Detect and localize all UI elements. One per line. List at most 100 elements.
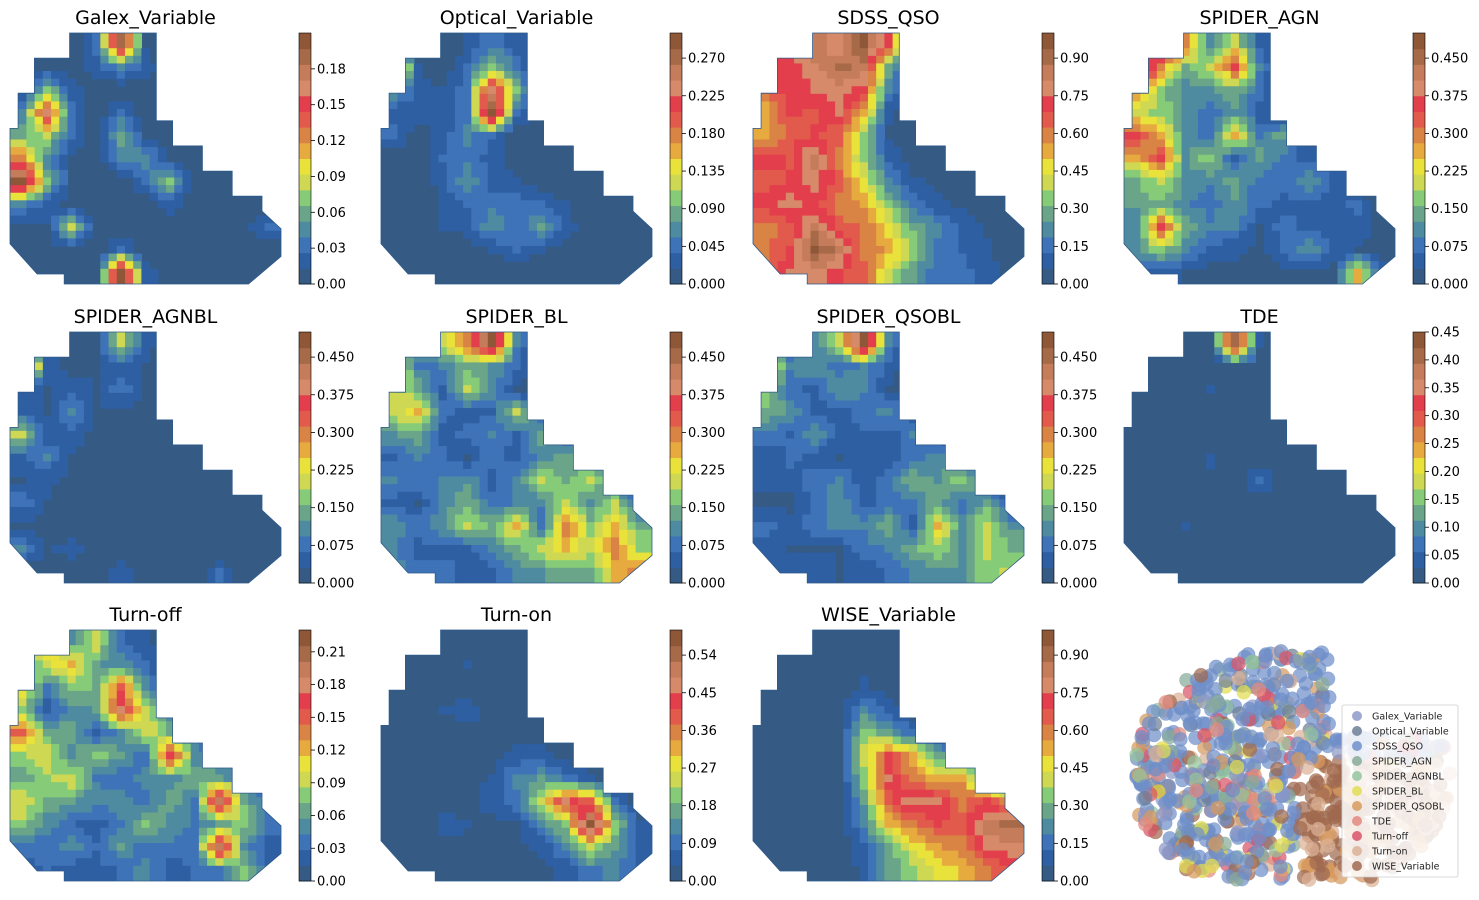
heatmap-cell [149, 706, 159, 715]
heatmap-cell [867, 200, 877, 209]
heatmap-cell [471, 347, 481, 356]
heatmap-cell [1181, 245, 1191, 255]
heatmap-cell [18, 109, 28, 118]
heatmap-cell [859, 484, 869, 493]
heatmap-cell [982, 514, 992, 523]
heatmap-cell [26, 354, 36, 364]
heatmap-cell [10, 430, 19, 440]
heatmap-cell [785, 147, 795, 156]
heatmap-cell [59, 782, 69, 791]
colorbar-segment [1042, 410, 1054, 427]
heatmap-cell [1321, 253, 1330, 262]
heatmap-cell [1255, 101, 1265, 110]
heatmap-cell [1132, 48, 1142, 57]
heatmap-cell [794, 514, 803, 523]
panel-title: SDSS_QSO [837, 7, 939, 29]
heatmap-cell [867, 245, 877, 255]
heatmap-cell [34, 728, 44, 738]
heatmap-cell [1189, 55, 1199, 65]
heatmap-cell [1247, 223, 1256, 232]
heatmap-cell [124, 245, 134, 255]
heatmap-cell [753, 238, 762, 247]
heatmap-cell [10, 468, 19, 478]
heatmap-cell [802, 223, 812, 232]
heatmap-cell [802, 40, 812, 49]
heatmap-cell [843, 438, 853, 447]
heatmap-cell [884, 154, 894, 163]
heatmap-cell [479, 101, 489, 110]
heatmap-cell [413, 93, 423, 103]
heatmap-cell [67, 207, 77, 217]
heatmap-cell [1222, 207, 1232, 217]
heatmap-cell [471, 438, 481, 447]
heatmap-cell [851, 430, 861, 440]
heatmap-cell [1156, 78, 1166, 87]
heatmap-cell [1312, 245, 1322, 255]
heatmap-cell [884, 408, 894, 417]
heatmap-cell [34, 124, 44, 133]
heatmap-cell [471, 575, 481, 583]
heatmap-cell [10, 759, 19, 768]
heatmap-cell [876, 268, 885, 277]
heatmap-cell [528, 86, 538, 95]
heatmap-cell [528, 514, 538, 523]
heatmap-cell [174, 177, 184, 186]
heatmap-cell [909, 423, 918, 432]
heatmap-cell [1173, 78, 1183, 87]
heatmap-cell [59, 789, 69, 798]
heatmap-cell [381, 339, 390, 348]
heatmap-cell [124, 736, 134, 745]
heatmap-cell [397, 400, 407, 409]
colorbar-segment [1042, 268, 1054, 285]
heatmap-cell [851, 552, 861, 561]
heatmap-cell [83, 377, 93, 386]
heatmap-cell [10, 683, 19, 692]
heatmap-cell [884, 276, 894, 284]
heatmap-cell [785, 154, 795, 163]
heatmap-cell [34, 370, 44, 379]
heatmap-cell [867, 567, 877, 576]
heatmap-cell [1230, 109, 1240, 118]
heatmap-cell [1247, 124, 1256, 133]
heatmap-cell [1263, 33, 1273, 42]
heatmap-cell [487, 200, 497, 209]
heatmap-cell [777, 93, 787, 103]
heatmap-cell [867, 468, 877, 478]
heatmap-cell [769, 476, 779, 485]
heatmap-cell [26, 698, 36, 707]
heatmap-cell [794, 86, 803, 95]
heatmap-cell [1173, 215, 1183, 224]
heatmap-cell [586, 567, 596, 576]
heatmap-cell [876, 109, 885, 118]
heatmap-cell [51, 415, 60, 424]
colorbar-segment [670, 488, 682, 506]
heatmap-cell [925, 514, 935, 523]
heatmap-cell [900, 261, 910, 270]
heatmap-cell [1280, 192, 1289, 201]
heatmap-cell [1140, 71, 1150, 80]
heatmap-cell [892, 537, 902, 546]
heatmap-cell [635, 544, 645, 554]
heatmap-cell [602, 468, 612, 478]
heatmap-cell [1288, 131, 1298, 141]
heatmap-cell [471, 339, 481, 348]
heatmap-cell [537, 230, 546, 239]
heatmap-cell [34, 185, 44, 194]
heatmap-cell [777, 468, 787, 478]
colorbar-frame [669, 331, 683, 584]
heatmap-cell [166, 736, 175, 745]
heatmap-cell [818, 276, 828, 284]
heatmap-cell [413, 400, 423, 409]
heatmap-cell [124, 698, 134, 707]
heatmap-cell [34, 744, 44, 753]
heatmap-cell [917, 484, 927, 493]
heatmap-cell [884, 238, 894, 247]
heatmap-cell [769, 131, 779, 141]
heatmap-cell [157, 177, 167, 186]
heatmap-cell [851, 223, 861, 232]
heatmap-cell [26, 706, 36, 715]
heatmap-cell [794, 354, 803, 364]
heatmap-cell [83, 721, 93, 730]
heatmap-cell [1156, 116, 1166, 125]
heatmap-cell [133, 40, 142, 49]
